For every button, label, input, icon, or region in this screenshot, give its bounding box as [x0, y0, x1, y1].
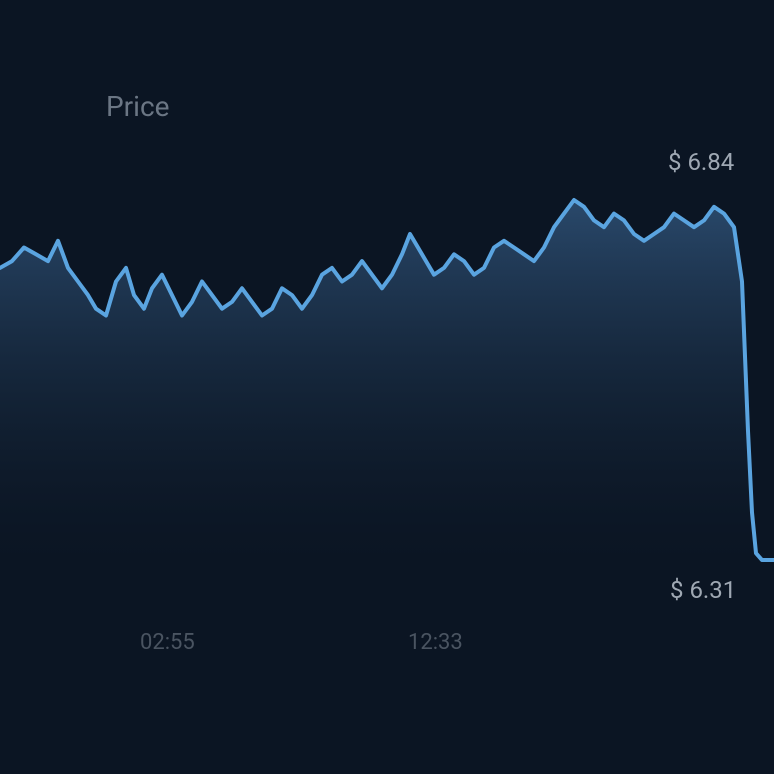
chart-title: Price [106, 90, 169, 123]
x-axis-label-0: 02:55 [140, 630, 195, 655]
y-axis-label-high: $ 6.84 [668, 148, 734, 176]
y-axis-label-low: $ 6.31 [670, 576, 736, 604]
x-axis-label-1: 12:33 [408, 630, 463, 655]
price-chart-container: Price $ 6.84 $ 6.31 02:55 12:33 [0, 0, 774, 774]
